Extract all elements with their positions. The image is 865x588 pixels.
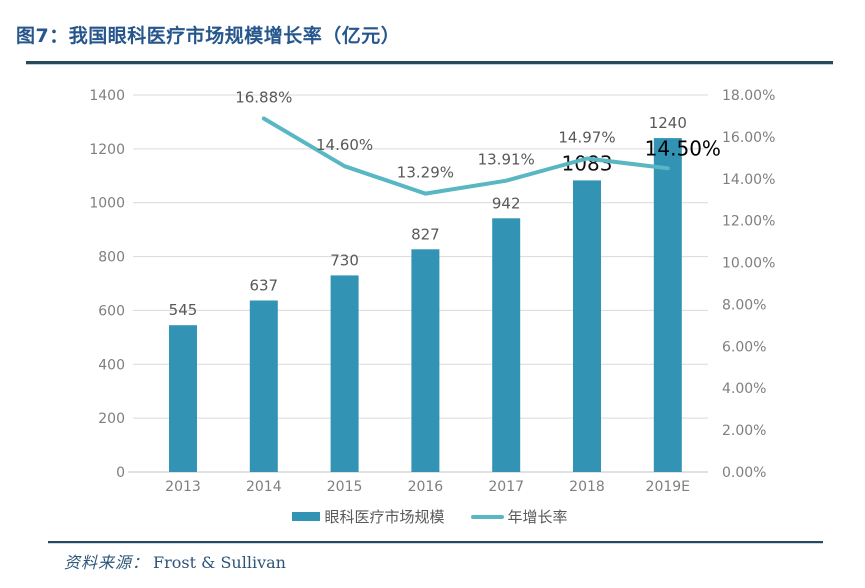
bar-2018 — [573, 180, 601, 472]
right-axis-tick: 0.00% — [722, 465, 766, 481]
x-axis-label: 2018 — [569, 479, 605, 495]
left-axis-tick: 600 — [98, 303, 125, 319]
bar-2016 — [411, 249, 440, 472]
source-value: Frost & Sullivan — [153, 553, 286, 572]
left-axis-tick: 400 — [98, 357, 125, 373]
title-divider — [26, 61, 833, 64]
legend-item-market-size: 眼科医疗市场规模 — [292, 506, 445, 527]
x-axis-label: 2019E — [646, 479, 690, 495]
x-axis-label: 2014 — [246, 479, 282, 495]
x-axis-label: 2013 — [165, 479, 201, 495]
left-axis-tick: 1400 — [89, 88, 125, 104]
bar-value-label: 545 — [169, 301, 198, 319]
right-axis-tick: 2.00% — [722, 423, 766, 439]
source-note: 资料来源： Frost & Sullivan — [64, 549, 286, 573]
bar-2014 — [249, 300, 278, 472]
bar-2019E — [653, 138, 682, 472]
legend-label-market-size: 眼科医疗市场规模 — [324, 508, 445, 526]
bar-2013 — [169, 325, 197, 472]
right-axis-tick: 4.00% — [722, 381, 766, 397]
bar-2015 — [330, 275, 359, 472]
right-axis-tick: 12.00% — [722, 214, 775, 230]
growth-rate-line — [261, 116, 670, 196]
right-axis-tick: 10.00% — [722, 256, 775, 272]
x-axis-label: 2017 — [488, 479, 524, 495]
growth-rate-label: 14.97% — [558, 129, 615, 147]
left-axis-tick: 1200 — [89, 142, 125, 158]
market-size-growth-chart: 0 200 400 600 800 1000 1200 1400 0.00% 2.00% 4.00%… — [89, 88, 775, 495]
source-label: 资料来源： — [64, 553, 150, 572]
chart-legend: 眼科医疗市场规模 年增长率 — [140, 506, 720, 527]
right-axis-tick: 14.00% — [722, 172, 775, 188]
right-axis-tick: 6.00% — [722, 339, 766, 355]
right-axis-tick: 18.00% — [722, 88, 775, 104]
legend-label-growth-rate: 年增长率 — [507, 508, 568, 526]
growth-rate-label: 13.29% — [397, 164, 454, 182]
right-axis-tick: 16.00% — [722, 130, 775, 146]
right-axis-tick: 8.00% — [722, 297, 766, 313]
bar-value-label: 637 — [249, 277, 278, 295]
growth-rate-label: 14.50% — [645, 136, 721, 160]
left-axis-tick: 1000 — [89, 196, 125, 212]
x-axis-label: 2016 — [408, 479, 444, 495]
left-axis-tick: 0 — [116, 465, 125, 481]
bar-value-label: 942 — [492, 194, 521, 212]
bar-value-label: 827 — [411, 225, 440, 243]
x-axis-label: 2015 — [327, 479, 363, 495]
bar-2017 — [492, 218, 521, 472]
legend-item-growth-rate: 年增长率 — [470, 506, 568, 527]
bar-value-label: 1240 — [649, 114, 687, 132]
growth-rate-label: 16.88% — [235, 89, 292, 107]
growth-rate-label: 14.60% — [316, 136, 373, 154]
left-axis-tick: 200 — [98, 411, 125, 427]
line-swatch-icon — [470, 514, 504, 519]
left-axis-tick: 800 — [98, 250, 125, 266]
figure-title: 图7：我国眼科医疗市场规模增长率（亿元） — [16, 25, 401, 47]
growth-rate-label: 13.91% — [478, 151, 535, 169]
bar-swatch-icon — [292, 512, 321, 521]
bar-value-label: 730 — [330, 251, 359, 269]
footer-divider — [48, 541, 823, 543]
